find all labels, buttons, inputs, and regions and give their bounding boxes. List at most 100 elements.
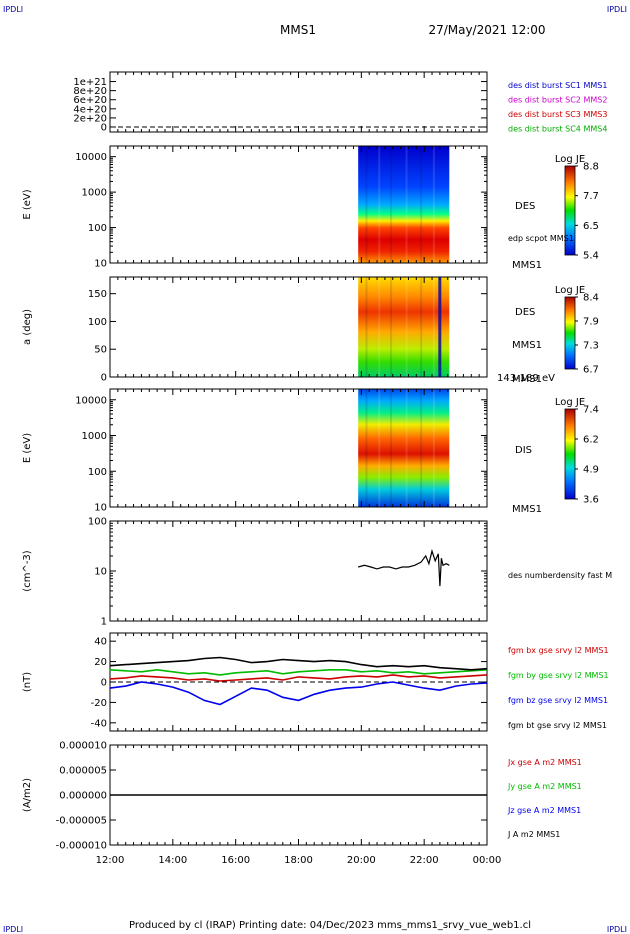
p3-spectrogram-gap — [438, 277, 442, 377]
p2-colorbar-label: 7.7 — [583, 191, 599, 202]
header-mission: MMS1 — [280, 23, 316, 37]
p2-instrument: MMS1 — [512, 260, 542, 271]
p7-legend-entry: J A m2 MMS1 — [507, 830, 560, 839]
p3-instrument-mid: MMS1 — [512, 340, 542, 351]
p1-ytick-label: 4e+20 — [73, 104, 107, 115]
p3-ytick-label: 0 — [101, 373, 107, 384]
p2-ytick-label: 10 — [94, 259, 107, 270]
p2-spectrogram-stripe — [405, 146, 408, 263]
p1-legend-entry: des dist burst SC1 MMS1 — [508, 81, 607, 90]
p4-ytick-label: 100 — [88, 467, 107, 478]
corner-label-left-bottom: IPDLI — [3, 925, 23, 934]
p2-spectrogram-stripe — [390, 146, 393, 263]
p7-ytick-label: -0.000005 — [56, 816, 107, 827]
p3-colorbar-label: 8.4 — [583, 293, 599, 304]
p5-legend-entry: des numberdensity fast M — [508, 571, 612, 580]
p2-spectrogram-stripe — [420, 146, 423, 263]
p5-ytick-label: 100 — [88, 517, 107, 528]
p6-ytick-label: 40 — [94, 637, 107, 648]
p3-colorbar-title: Log JE — [555, 285, 585, 296]
p4-colorbar-label: 4.9 — [583, 465, 599, 476]
p1-legend-entry: des dist burst SC2 MMS2 — [508, 96, 607, 105]
corner-label-right-bottom: IPDLI — [607, 925, 627, 934]
p1-legend-entry: des dist burst SC4 MMS4 — [508, 125, 607, 134]
p4-spectrogram-stripe — [405, 389, 408, 507]
p7-legend-entry: Jy gse A m2 MMS1 — [507, 782, 582, 791]
p6-ytick-label: 20 — [94, 657, 107, 668]
p5-ytick-label: 10 — [94, 567, 107, 578]
p2-ytick-label: 1000 — [82, 188, 107, 199]
p7-xtick-label: 22:00 — [410, 855, 439, 866]
p6-series-by — [109, 668, 488, 676]
p4-colorbar-label: 3.6 — [583, 495, 599, 506]
p2-annotation: edp scpot MMS1 — [508, 234, 574, 243]
p7-xtick-label: 00:00 — [473, 855, 502, 866]
p4-colorbar-label: 6.2 — [583, 435, 599, 446]
p1-ytick-label: 2e+20 — [73, 113, 107, 124]
p7-xtick-label: 14:00 — [158, 855, 187, 866]
p6-legend-entry: fgm by gse srvy l2 MMS1 — [508, 671, 609, 680]
p3-ylabel: a (deg) — [22, 309, 33, 345]
p3-ytick-label: 150 — [88, 289, 107, 300]
p4-species: DIS — [515, 445, 532, 456]
p4-ylabel: E (eV) — [22, 433, 33, 463]
p3-spectrogram-stripe — [432, 277, 435, 377]
p2-colorbar-label: 6.5 — [583, 221, 599, 232]
p4-colorbar-title: Log JE — [555, 397, 585, 408]
p4-spectrogram-stripe — [365, 389, 368, 507]
p4-ytick-label: 1000 — [82, 431, 107, 442]
p2-ylabel: E (eV) — [22, 189, 33, 219]
p4-spectrogram-stripe — [432, 389, 435, 507]
p1-ytick-label: 6e+20 — [73, 95, 107, 106]
p6-legend-entry: fgm bt gse srvy l2 MMS1 — [508, 721, 607, 730]
p7-xtick-label: 12:00 — [96, 855, 125, 866]
p3-spectrogram-stripe — [365, 277, 368, 377]
p6-legend-entry: fgm bx gse srvy l2 MMS1 — [508, 646, 609, 655]
corner-label-left: IPDLI — [3, 5, 23, 14]
p2-ytick-label: 10000 — [75, 152, 107, 163]
p2-colorbar-title: Log JE — [555, 154, 585, 165]
p1-frame — [109, 71, 488, 133]
p1-legend-entry: des dist burst SC3 MMS3 — [508, 110, 607, 119]
p5-series-density — [358, 548, 450, 587]
p3-colorbar-label: 7.9 — [583, 317, 599, 328]
p1-ytick-label: 8e+20 — [73, 86, 107, 97]
p2-spectrogram-stripe — [432, 146, 435, 263]
p7-ylabel: (A/m2) — [22, 778, 33, 812]
p3-instrument: MMS1 — [512, 374, 542, 385]
p2-spectrogram-stripe — [378, 146, 381, 263]
p5-ylabel: (cm^-3) — [22, 550, 33, 591]
p2-colorbar-label: 8.8 — [583, 162, 599, 173]
p7-ytick-label: 0.000010 — [59, 741, 107, 752]
p3-spectrogram-stripe — [390, 277, 393, 377]
p6-ytick-label: 0 — [101, 678, 107, 689]
p7-legend-entry: Jx gse A m2 MMS1 — [507, 758, 582, 767]
p3-spectrogram — [358, 277, 450, 377]
p7-ytick-label: -0.000010 — [56, 841, 107, 852]
corner-label-right: IPDLI — [607, 5, 627, 14]
p3-colorbar — [564, 296, 576, 370]
p6-legend-entry: fgm bz gse srvy l2 MMS1 — [508, 696, 608, 705]
p7-xtick-label: 20:00 — [347, 855, 376, 866]
p4-spectrogram-stripe — [420, 389, 423, 507]
p4-colorbar-label: 7.4 — [583, 405, 599, 416]
p2-species: DES — [515, 201, 535, 212]
p7-ytick-label: 0.000000 — [59, 791, 107, 802]
p2-colorbar-label: 5.4 — [583, 251, 599, 262]
p1-ytick-label: 0 — [101, 123, 107, 134]
p3-spectrogram-stripe — [405, 277, 408, 377]
p3-colorbar-label: 7.3 — [583, 341, 599, 352]
footer-text: Produced by cl (IRAP) Printing date: 04/… — [129, 920, 531, 931]
p7-legend-entry: Jz gse A m2 MMS1 — [507, 806, 581, 815]
p2-ytick-label: 100 — [88, 223, 107, 234]
p4-colorbar — [564, 408, 576, 500]
p4-spectrogram-stripe — [390, 389, 393, 507]
header-datetime: 27/May/2021 12:00 — [428, 23, 545, 37]
p4-instrument: MMS1 — [512, 504, 542, 515]
p6-series-bx — [109, 674, 488, 682]
p4-ytick-label: 10 — [94, 503, 107, 514]
p3-species: DES — [515, 307, 535, 318]
p4-ytick-label: 10000 — [75, 395, 107, 406]
p2-spectrogram-stripe — [365, 146, 368, 263]
